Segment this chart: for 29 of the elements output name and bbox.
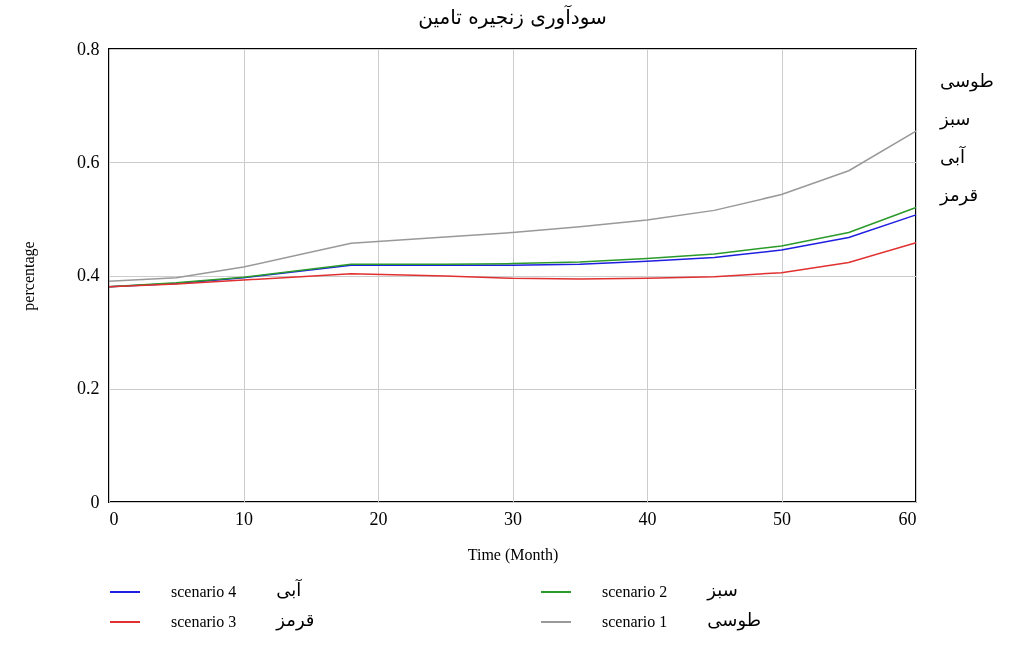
x-tick-label: 20 (369, 508, 388, 529)
text: سبز (940, 108, 971, 129)
legend-label: scenario 3 (171, 613, 237, 630)
text: آبی (276, 579, 302, 600)
text: طوسی (940, 70, 994, 91)
text: طوسی (707, 609, 762, 630)
text: قرمز (940, 184, 979, 205)
text: قرمز (276, 609, 315, 630)
y-tick-label: 0.2 (77, 378, 100, 399)
x-tick-label: 40 (638, 508, 657, 529)
legend-label: scenario 1 (602, 613, 668, 630)
x-tick-label: 0 (109, 508, 119, 529)
x-tick-label: 60 (898, 508, 917, 529)
x-axis-title: Time (Month) (467, 545, 559, 564)
chart-title: سودآوری زنجیره تامین (418, 4, 607, 29)
y-tick-label: 0.6 (77, 151, 100, 172)
text: آبی (940, 146, 966, 167)
y-tick-label: 0.4 (77, 265, 100, 285)
x-tick-label: 10 (235, 508, 253, 529)
legend-label: scenario 2 (602, 583, 668, 600)
line-series (108, 130, 917, 282)
y-tick-label: 0.8 (77, 38, 100, 59)
line-series (108, 241, 917, 288)
text: سبز (707, 579, 738, 600)
y-axis-title: percentage (20, 241, 38, 311)
x-tick-label: 50 (773, 508, 791, 529)
x-tick-label: 30 (504, 508, 522, 529)
y-tick-label: 0 (90, 491, 100, 512)
legend-label: scenario 4 (171, 583, 237, 600)
